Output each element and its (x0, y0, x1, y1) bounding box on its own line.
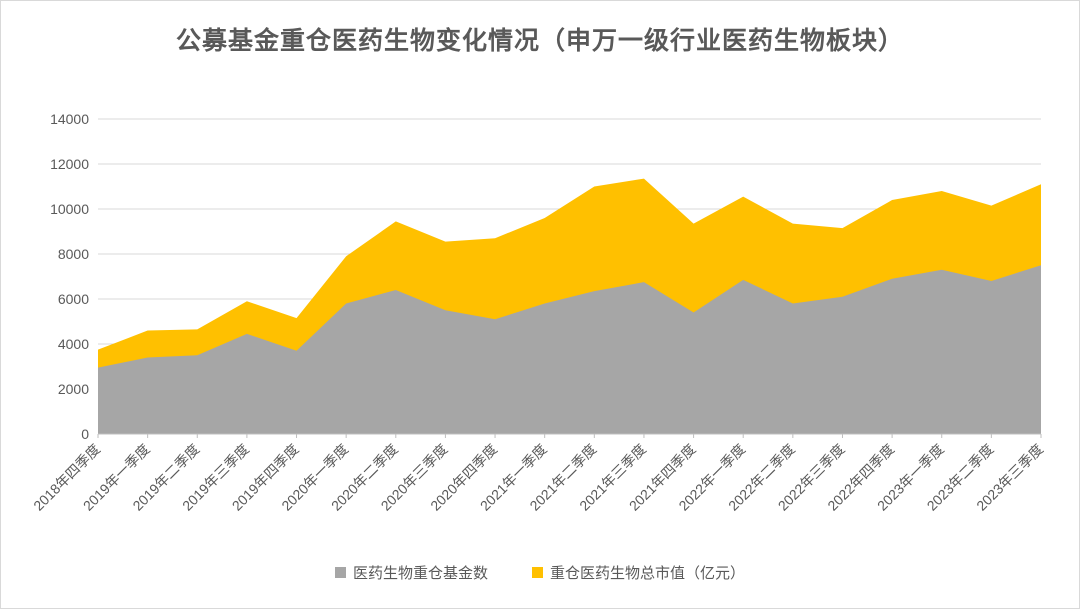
y-axis-tick-label: 0 (81, 426, 89, 442)
y-axis-tick-label: 12000 (50, 156, 89, 172)
legend-label-fund-count: 医药生物重仓基金数 (352, 565, 488, 582)
y-axis-tick-label: 4000 (58, 336, 89, 352)
legend-item-fund-count: 医药生物重仓基金数 (334, 562, 488, 583)
legend-item-market-value: 重仓医药生物总市值（亿元） (532, 562, 745, 583)
legend-label-market-value: 重仓医药生物总市值（亿元） (550, 565, 746, 582)
legend-swatch-market-value (532, 567, 543, 578)
y-axis-tick-label: 8000 (58, 246, 89, 262)
legend-swatch-fund-count (334, 567, 346, 578)
area-series-1 (98, 265, 1041, 434)
y-axis-tick-label: 10000 (50, 201, 89, 217)
chart-legend: 医药生物重仓基金数 重仓医药生物总市值（亿元） (1, 562, 1079, 583)
y-axis-tick-label: 2000 (58, 381, 89, 397)
y-axis-tick-label: 14000 (50, 111, 89, 127)
y-axis-tick-label: 6000 (58, 291, 89, 307)
chart-title: 公募基金重仓医药生物变化情况（申万一级行业医药生物板块） (175, 27, 904, 55)
